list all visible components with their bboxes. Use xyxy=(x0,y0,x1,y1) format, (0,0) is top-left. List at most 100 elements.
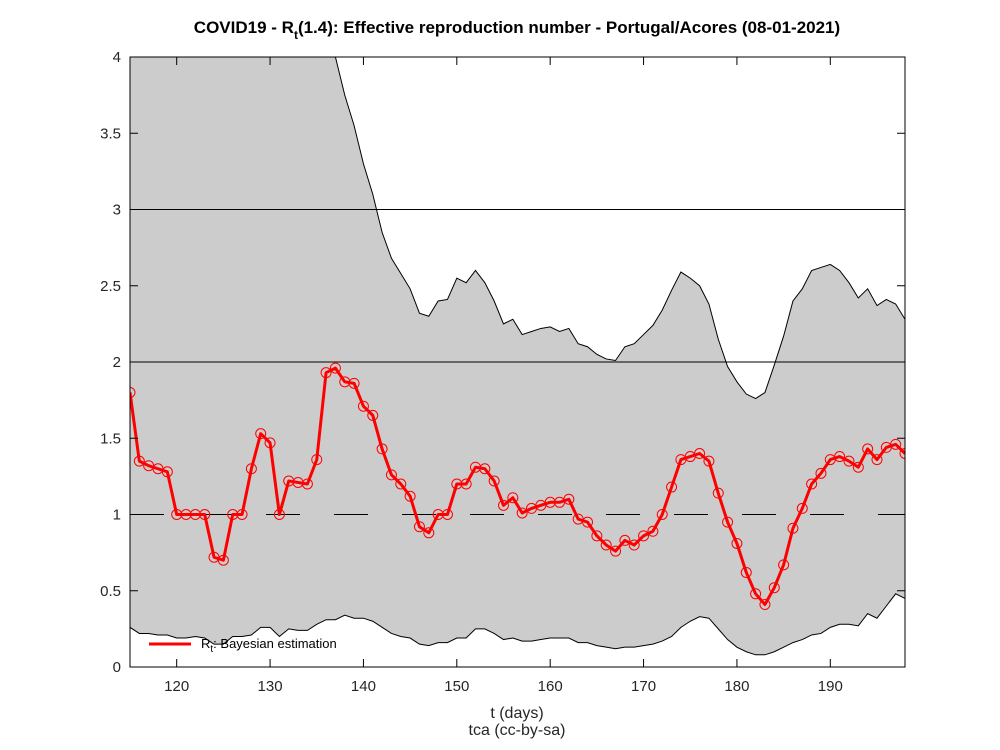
rt-data-point xyxy=(227,509,239,520)
rt-data-point xyxy=(600,539,612,551)
rt-data-point xyxy=(217,554,229,566)
rt-data-point xyxy=(656,509,668,520)
y-tick-label: 2 xyxy=(113,354,121,371)
rt-data-point xyxy=(731,537,743,549)
rt-data-point xyxy=(161,466,173,478)
rt-data-point xyxy=(273,509,285,520)
legend: Rt: Bayesian estimation xyxy=(149,636,337,655)
rt-data-point xyxy=(320,367,332,379)
rt-data-point xyxy=(189,509,201,520)
rt-data-point xyxy=(311,454,323,466)
rt-data-point xyxy=(563,493,575,505)
rt-data-point xyxy=(647,525,659,537)
rt-data-point xyxy=(367,409,379,421)
rt-data-point xyxy=(245,463,257,475)
rt-data-point xyxy=(694,448,706,459)
y-tick-label: 2.5 xyxy=(100,278,121,295)
rt-data-point xyxy=(582,516,594,528)
rt-data-point xyxy=(890,438,902,450)
rt-data-point xyxy=(376,443,388,455)
rt-data-point xyxy=(712,487,724,499)
rt-data-point xyxy=(413,521,425,533)
rt-data-point xyxy=(507,492,519,504)
axes: 120 130 140 150 160 170 180 190 0 0.5 1 1.5 2 2.5 3 3.5… xyxy=(100,49,906,695)
rt-data-point xyxy=(460,478,472,490)
x-tick-label: 150 xyxy=(444,678,469,695)
credible-interval-band xyxy=(130,57,905,655)
band-lower-edge xyxy=(130,593,905,656)
rt-data-point xyxy=(666,481,678,493)
rt-data-point xyxy=(395,478,407,490)
rt-data-point xyxy=(843,455,855,467)
rt-data-point xyxy=(740,566,752,578)
rt-data-point xyxy=(722,516,734,528)
rt-data-point xyxy=(778,559,790,571)
rt-data-point xyxy=(703,455,715,467)
rt-data-point xyxy=(787,522,799,534)
rt-data-point xyxy=(796,502,808,514)
rt-data-point xyxy=(768,582,780,594)
x-tick-label: 120 xyxy=(164,678,189,695)
rt-data-point xyxy=(404,490,416,502)
rt-data-point xyxy=(619,534,631,546)
y-tick-label: 3 xyxy=(113,202,121,219)
plot-area xyxy=(130,57,905,667)
clipped-content xyxy=(130,57,905,656)
rt-series-line xyxy=(130,366,905,606)
rt-data-point xyxy=(451,478,463,490)
rt-data-point xyxy=(130,387,136,398)
x-tick-label: 140 xyxy=(351,678,376,695)
rt-data-point xyxy=(171,509,183,520)
rt-data-point xyxy=(806,478,818,490)
rt-data-point xyxy=(301,478,313,490)
rt-data-point xyxy=(852,461,864,473)
y-tick-label: 0 xyxy=(113,659,121,676)
y-tick-label: 1.5 xyxy=(100,430,121,447)
rt-data-point xyxy=(871,454,883,466)
rt-data-point xyxy=(834,451,846,463)
y-tick-label: 3.5 xyxy=(100,125,121,142)
credit-label: tca (cc-by-sa) xyxy=(469,722,566,739)
rt-data-point xyxy=(329,362,341,374)
rt-data-point xyxy=(610,545,622,557)
x-tick-label: 170 xyxy=(631,678,656,695)
rt-data-point xyxy=(385,469,397,481)
rt-data-point xyxy=(544,496,556,508)
rt-data-point xyxy=(516,507,528,519)
y-tick-label: 1 xyxy=(113,507,121,524)
x-tick-label: 190 xyxy=(818,678,843,695)
band-upper-edge xyxy=(130,57,905,400)
rt-data-point xyxy=(759,598,771,610)
rt-data-point xyxy=(432,509,444,520)
rt-data-point xyxy=(591,530,603,542)
x-axis-label: t (days) xyxy=(490,705,543,722)
rt-data-point xyxy=(441,509,453,520)
x-tick-label: 180 xyxy=(724,678,749,695)
rt-data-point xyxy=(264,437,276,449)
x-tick-label: 130 xyxy=(258,678,283,695)
rt-data-point xyxy=(479,463,491,475)
legend-label: Rt: Bayesian estimation xyxy=(201,636,337,655)
rt-data-point xyxy=(255,428,267,440)
rt-data-point xyxy=(497,499,509,511)
rt-data-point xyxy=(488,475,500,487)
rt-data-point xyxy=(236,509,248,520)
rt-data-point xyxy=(357,400,369,412)
rt-data-point xyxy=(133,455,145,467)
rt-data-point xyxy=(899,448,905,459)
rt-data-point xyxy=(638,530,650,542)
rt-data-point xyxy=(199,509,211,520)
rt-data-point xyxy=(862,443,874,455)
rt-data-point xyxy=(815,467,827,479)
y-tick-label: 0.5 xyxy=(100,583,121,600)
chart-title: COVID19 - Rt(1.4): Effective reproductio… xyxy=(194,18,840,42)
rt-data-point xyxy=(628,539,640,551)
rt-data-point xyxy=(180,509,192,520)
rt-data-point xyxy=(750,588,762,600)
rt-data-point xyxy=(423,527,435,539)
y-tick-label: 4 xyxy=(113,49,121,66)
rt-data-point xyxy=(348,377,360,389)
x-tick-label: 160 xyxy=(538,678,563,695)
